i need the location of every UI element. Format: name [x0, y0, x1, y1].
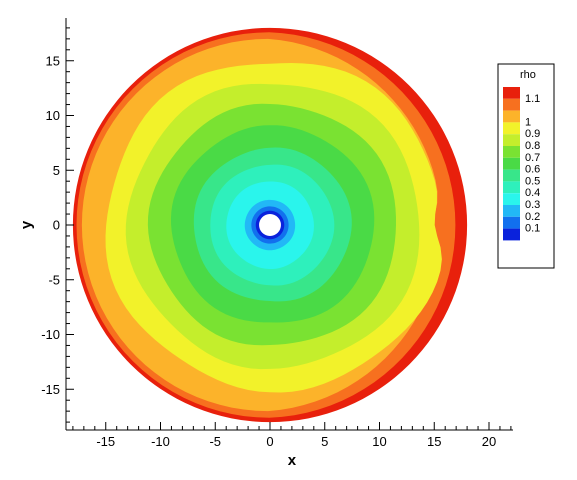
legend-swatch [503, 157, 520, 170]
legend-swatch [503, 181, 520, 194]
inner-hole [259, 214, 281, 236]
x-ticks: -15 -10 -5 0 5 10 15 20 [72, 422, 512, 449]
x-tick-label: 5 [321, 434, 328, 449]
legend-label: 1.1 [525, 93, 540, 105]
x-tick-label: -5 [209, 434, 221, 449]
legend-swatch [503, 216, 520, 229]
legend-label: 0.8 [525, 140, 540, 152]
x-tick-label: 10 [372, 434, 386, 449]
legend-label: 0.2 [525, 211, 540, 223]
legend-swatch [503, 193, 520, 205]
x-tick-label: 0 [266, 434, 273, 449]
x-tick-label: 20 [482, 434, 496, 449]
y-tick-label: 15 [46, 53, 60, 68]
y-axis-label: y [18, 220, 35, 229]
legend-swatch [503, 134, 520, 146]
legend: rho 1.1 10.90.80.70.60.50.40.30.20.1 [497, 63, 555, 269]
y-tick-label: -5 [48, 272, 60, 287]
legend-title: rho [520, 69, 536, 81]
y-ticks: -15 -10 -5 0 5 10 15 [41, 27, 74, 423]
density-field [72, 27, 468, 423]
legend-label: 0.5 [525, 175, 540, 187]
x-tick-label: -15 [96, 434, 115, 449]
legend-swatch [503, 169, 520, 182]
x-axis-label: x [288, 452, 297, 469]
legend-label: 0.3 [525, 199, 540, 211]
legend-label: 0.6 [525, 164, 540, 176]
legend-label: 0.9 [525, 128, 540, 140]
axes: -15 -10 -5 0 5 10 15 20 -15 -10 -5 0 5 10 15 x y [18, 18, 513, 469]
legend-swatch [503, 205, 520, 217]
legend-swatch [503, 228, 520, 241]
legend-label: 0.1 [525, 223, 540, 235]
legend-items: 1.1 10.90.80.70.60.50.40.30.20.1 [503, 87, 540, 241]
legend-swatch [503, 146, 520, 158]
x-tick-label: 15 [427, 434, 441, 449]
x-tick-label: -10 [151, 434, 170, 449]
y-tick-label: -10 [41, 327, 60, 342]
legend-label: 0.4 [525, 187, 540, 199]
legend-label: 0.7 [525, 152, 540, 164]
legend-label: 1 [525, 116, 531, 128]
legend-swatch [503, 122, 520, 135]
legend-swatch [503, 87, 520, 99]
y-tick-label: 10 [46, 108, 60, 123]
y-tick-label: 0 [53, 218, 60, 233]
y-tick-label: 5 [53, 163, 60, 178]
legend-swatch [503, 98, 520, 111]
y-tick-label: -15 [41, 382, 60, 397]
legend-swatch [503, 110, 520, 123]
